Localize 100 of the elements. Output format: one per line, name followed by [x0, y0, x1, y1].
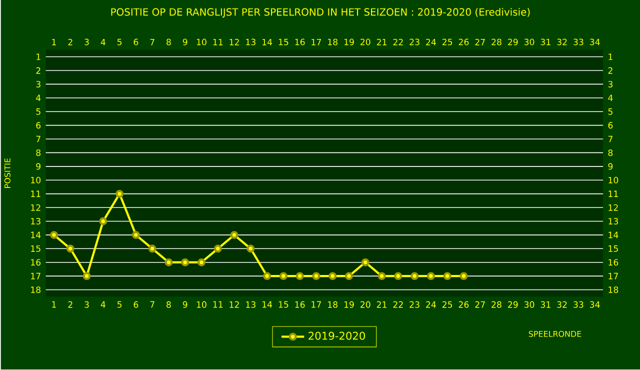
x-tick-label: 1 [52, 39, 56, 46]
y-tick-label: 2 [36, 68, 40, 74]
x2-tick-label: 4 [100, 302, 106, 308]
x-tick-label: 2 [68, 39, 72, 46]
x2-tick-label: 13 [246, 302, 256, 308]
point [410, 272, 419, 280]
x2-tick-label: 18 [328, 302, 338, 308]
y2-tick-label: 14 [608, 232, 618, 238]
y2-tick-label: 12 [608, 204, 618, 211]
point [312, 272, 320, 280]
x-tick-label: 24 [426, 39, 436, 46]
point [148, 244, 156, 253]
y2-tick-label: 13 [608, 218, 618, 225]
point [378, 272, 386, 280]
y-tick-label: 1 [36, 54, 40, 60]
y-tick-label: 11 [31, 190, 40, 198]
x-tick-label: 22 [393, 39, 403, 46]
x2-tick-label: 33 [574, 302, 584, 308]
x-tick-label: 12 [230, 39, 239, 46]
x-tick-label: 16 [295, 38, 305, 46]
point [394, 272, 402, 280]
x-tick-label: 32 [557, 38, 567, 46]
x-tick-label: 20 [360, 38, 370, 46]
x2-tick-label: 15 [278, 302, 288, 308]
x2-tick-label: 11 [213, 302, 223, 308]
y-tick-label: 9 [36, 163, 40, 170]
x-tick-label: 26 [458, 38, 469, 46]
x2-tick-label: 7 [150, 302, 154, 308]
x-tick-label: 23 [410, 38, 420, 46]
x-tick-label: 25 [442, 38, 452, 46]
point [296, 272, 304, 280]
x2-tick-label: 21 [376, 302, 386, 308]
x2-tick-label: 27 [475, 302, 485, 308]
y2-tick-label: 8 [608, 150, 613, 156]
x2-tick-label: 1 [52, 302, 56, 308]
point [132, 231, 140, 240]
x2-tick-label: 29 [508, 302, 518, 308]
x-tick-label: 6 [134, 38, 138, 46]
x-tick-label: 30 [524, 38, 534, 46]
point [426, 272, 435, 280]
point [279, 272, 288, 280]
x-tick-label: 11 [213, 39, 223, 46]
y-tick-label: 6 [36, 122, 41, 129]
x2-tick-label: 26 [458, 302, 469, 308]
y2-tick-label: 1 [608, 54, 612, 60]
x-tick-label: 3 [84, 38, 89, 46]
x2-tick-label: 31 [540, 302, 550, 308]
y2-tick-label: 15 [608, 246, 618, 252]
x2-tick-label: 9 [182, 302, 188, 308]
point [82, 272, 91, 280]
x2-tick-label: 24 [426, 302, 436, 308]
point [345, 272, 353, 280]
y2-tick-label: 3 [608, 81, 613, 88]
x2-tick-label: 30 [524, 302, 534, 308]
point [66, 244, 74, 253]
y-tick-label: 13 [31, 218, 40, 225]
x-tick-label: 10 [196, 38, 206, 46]
x2-tick-label: 14 [262, 302, 272, 308]
y-tick-label: 4 [36, 95, 41, 102]
x-tick-label: 5 [117, 39, 122, 46]
point [164, 258, 173, 267]
y2-tick-label: 7 [608, 136, 612, 142]
point [214, 244, 222, 253]
x-tick-label: 29 [508, 38, 518, 46]
x-tick-label: 9 [182, 38, 188, 46]
point [361, 258, 370, 267]
x-tick-label: 18 [328, 38, 338, 46]
x2-tick-label: 2 [68, 302, 72, 308]
y-tick-label: 14 [31, 232, 41, 238]
x2-tick-label: 16 [295, 302, 305, 308]
x2-tick-label: 23 [410, 302, 420, 308]
x-tick-label: 19 [344, 38, 354, 46]
point [50, 231, 58, 240]
x2-tick-label: 10 [196, 302, 206, 308]
y-tick-label: 15 [31, 246, 40, 252]
x-tick-label: 33 [574, 38, 584, 46]
point [263, 272, 272, 280]
point [99, 218, 108, 226]
x-tick-label: 31 [540, 38, 550, 46]
point [116, 190, 124, 198]
y-tick-label: 16 [31, 259, 41, 266]
point [328, 272, 337, 280]
point [246, 244, 255, 253]
x2-tick-label: 34 [590, 302, 600, 308]
x-tick-label: 15 [278, 39, 288, 46]
x2-tick-label: 8 [166, 302, 171, 308]
x2-tick-label: 32 [557, 302, 567, 308]
y-tick-label: 18 [31, 286, 40, 294]
y2-tick-label: 2 [608, 68, 612, 74]
y2-tick-label: 5 [608, 108, 612, 116]
x-tick-label: 17 [312, 39, 321, 46]
chart-title: POSITIE OP DE RANGLIJST PER SPEELROND IN HET SEIZOEN : 2019-2020 (Eredivisie) [111, 8, 530, 18]
point [198, 258, 206, 267]
y2-tick-label: 18 [608, 286, 618, 294]
y2-tick-label: 16 [608, 259, 618, 266]
x-tick-label: 14 [262, 39, 272, 46]
point [181, 258, 190, 267]
x2-tick-label: 20 [360, 302, 370, 308]
x2-tick-label: 19 [344, 302, 354, 308]
y-tick-label: 17 [31, 273, 40, 280]
